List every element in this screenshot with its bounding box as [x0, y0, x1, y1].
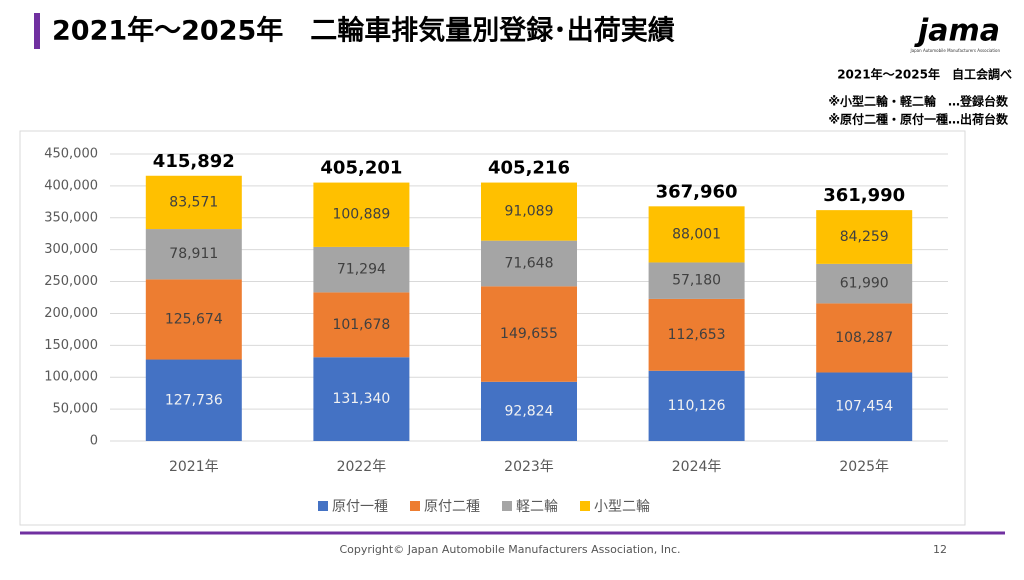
bar-segment	[313, 292, 410, 358]
bar-segment	[816, 372, 913, 441]
bar-segment	[313, 182, 410, 247]
value-label: 108,287	[835, 330, 893, 346]
bar-segment	[145, 279, 242, 360]
value-label: 127,736	[165, 392, 223, 408]
value-label: 71,294	[337, 262, 386, 278]
bar-segment	[816, 263, 913, 304]
bar-segment	[313, 246, 410, 293]
bar-segment	[145, 229, 242, 280]
page-number: 12	[933, 543, 947, 556]
bar-segment	[481, 182, 577, 241]
bar-segment	[648, 206, 745, 263]
y-tick-label: 250,000	[44, 274, 98, 289]
y-tick-label: 400,000	[44, 178, 98, 193]
bar-segment	[481, 240, 577, 287]
legend-swatch	[318, 501, 328, 511]
value-label: 92,824	[505, 403, 554, 419]
y-tick-label: 450,000	[44, 147, 98, 162]
footer: Copyright© Japan Automobile Manufacturer…	[339, 543, 680, 556]
value-label: 101,678	[332, 317, 390, 333]
total-label: 405,201	[320, 158, 402, 179]
value-label: 78,911	[169, 246, 218, 262]
subtitle: 2021年～2025年 自工会調べ	[837, 67, 1012, 82]
legend-swatch	[502, 501, 512, 511]
legend-swatch	[410, 501, 420, 511]
logo-caption: Japan Automobile Manufacturers Associati…	[910, 48, 1001, 53]
value-label: 107,454	[835, 399, 893, 415]
bar-segment	[313, 357, 410, 441]
logo: jama	[914, 14, 1000, 49]
bar-segment	[145, 175, 242, 230]
value-label: 149,655	[500, 326, 558, 342]
y-tick-label: 200,000	[44, 306, 98, 321]
value-label: 112,653	[668, 327, 726, 343]
total-label: 361,990	[823, 185, 905, 206]
total-label: 367,960	[656, 181, 738, 202]
x-tick-label: 2022年	[337, 459, 387, 475]
y-tick-label: 300,000	[44, 242, 98, 257]
y-tick-label: 100,000	[44, 370, 98, 385]
y-tick-label: 150,000	[44, 338, 98, 353]
bar-segment	[648, 298, 745, 371]
slide-title: 2021年～2025年 二輪車排気量別登録･出荷実績	[52, 15, 675, 47]
note: ※原付二種・原付一種…出荷台数	[828, 112, 1009, 127]
total-label: 415,892	[153, 151, 235, 172]
value-label: 110,126	[668, 398, 726, 414]
x-tick-label: 2025年	[839, 459, 889, 475]
bar-segment	[145, 359, 242, 441]
y-tick-label: 0	[90, 434, 98, 449]
value-label: 131,340	[332, 391, 390, 407]
value-label: 100,889	[332, 207, 390, 223]
legend-label: 小型二輪	[594, 498, 650, 515]
x-tick-label: 2024年	[672, 459, 722, 475]
y-tick-label: 50,000	[53, 402, 99, 417]
legend-label: 軽二輪	[516, 498, 558, 515]
x-tick-label: 2021年	[169, 459, 219, 475]
y-tick-label: 350,000	[44, 210, 98, 225]
x-tick-label: 2023年	[504, 459, 554, 475]
value-label: 57,180	[672, 273, 721, 289]
bar-segment	[816, 303, 913, 373]
value-label: 91,089	[505, 204, 554, 220]
bar-segment	[648, 262, 745, 299]
legend-label: 原付一種	[332, 499, 388, 515]
bar-segment	[816, 210, 913, 264]
note: ※小型二輪・軽二輪 …登録台数	[828, 94, 1009, 109]
value-label: 61,990	[840, 276, 889, 292]
legend-label: 原付二種	[424, 499, 480, 515]
title-accent	[34, 13, 40, 49]
value-label: 71,648	[505, 256, 554, 272]
bar-segment	[648, 370, 745, 441]
total-label: 405,216	[488, 158, 570, 179]
legend-swatch	[580, 501, 590, 511]
value-label: 83,571	[169, 194, 218, 210]
value-label: 84,259	[840, 229, 889, 245]
bar-segment	[481, 286, 577, 382]
bar-segment	[481, 381, 577, 441]
chart-frame	[19, 130, 966, 526]
value-label: 125,674	[165, 311, 223, 327]
value-label: 88,001	[672, 226, 721, 242]
